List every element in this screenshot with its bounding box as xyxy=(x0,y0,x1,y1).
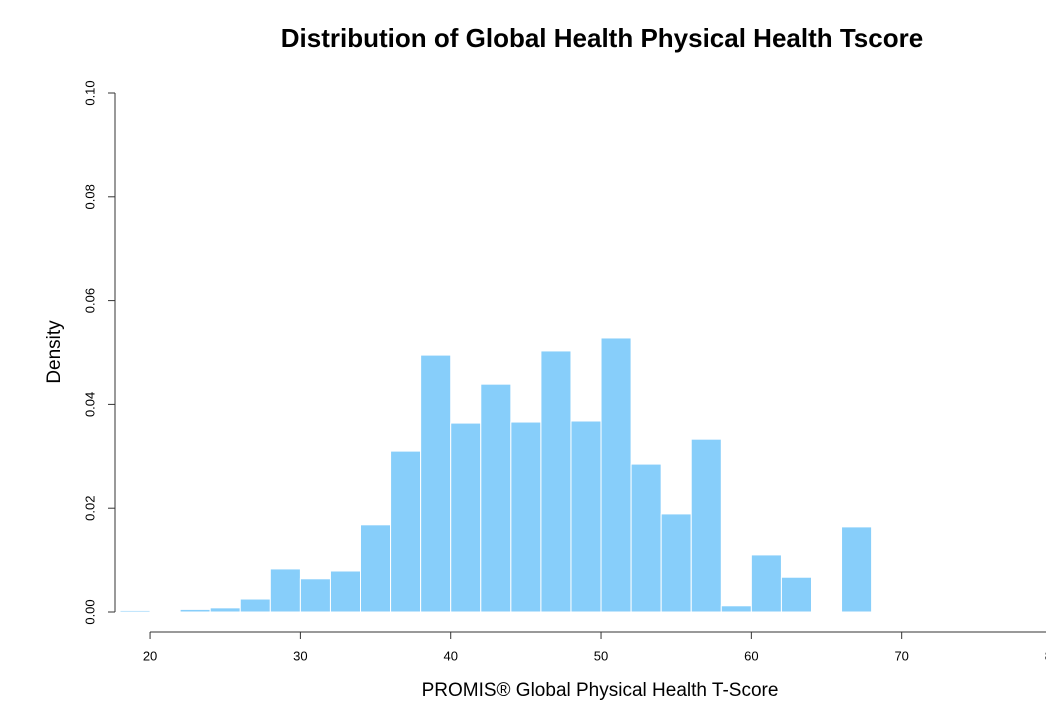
bar xyxy=(390,450,422,613)
bar xyxy=(299,578,331,613)
x-tick-label: 30 xyxy=(293,648,307,663)
y-tick-label: 0.08 xyxy=(82,184,97,209)
y-tick-label: 0.02 xyxy=(82,496,97,521)
bar xyxy=(179,608,211,613)
bar xyxy=(119,609,151,613)
x-tick-label: 60 xyxy=(744,648,758,663)
x-tick-label: 50 xyxy=(594,648,608,663)
x-tick-label: 80 xyxy=(1045,648,1046,663)
bar xyxy=(630,463,662,613)
bar xyxy=(750,554,782,613)
bar xyxy=(269,568,301,613)
y-tick-label: 0.04 xyxy=(82,392,97,417)
bar xyxy=(209,607,241,613)
bar xyxy=(239,598,271,613)
bar xyxy=(510,421,542,613)
bar xyxy=(690,438,722,613)
bar xyxy=(420,354,452,613)
bar xyxy=(480,383,512,613)
bar xyxy=(329,570,362,613)
bar xyxy=(450,422,482,613)
bar xyxy=(780,576,812,613)
bar xyxy=(360,524,392,613)
x-tick-label: 40 xyxy=(443,648,457,663)
bar xyxy=(720,605,752,613)
bar xyxy=(841,526,873,613)
bar xyxy=(600,337,632,613)
bar xyxy=(660,513,692,613)
x-tick-label: 70 xyxy=(894,648,908,663)
y-axis-label: Density xyxy=(44,320,65,384)
y-tick-label: 0.06 xyxy=(82,288,97,313)
x-tick-label: 20 xyxy=(143,648,157,663)
bar xyxy=(540,350,572,613)
y-tick-label: 0.10 xyxy=(82,80,97,105)
y-tick-label: 0.00 xyxy=(82,599,97,624)
chart-title: Distribution of Global Health Physical H… xyxy=(281,23,923,53)
bar xyxy=(570,420,602,613)
x-axis-label: PROMIS® Global Physical Health T-Score xyxy=(422,680,779,701)
